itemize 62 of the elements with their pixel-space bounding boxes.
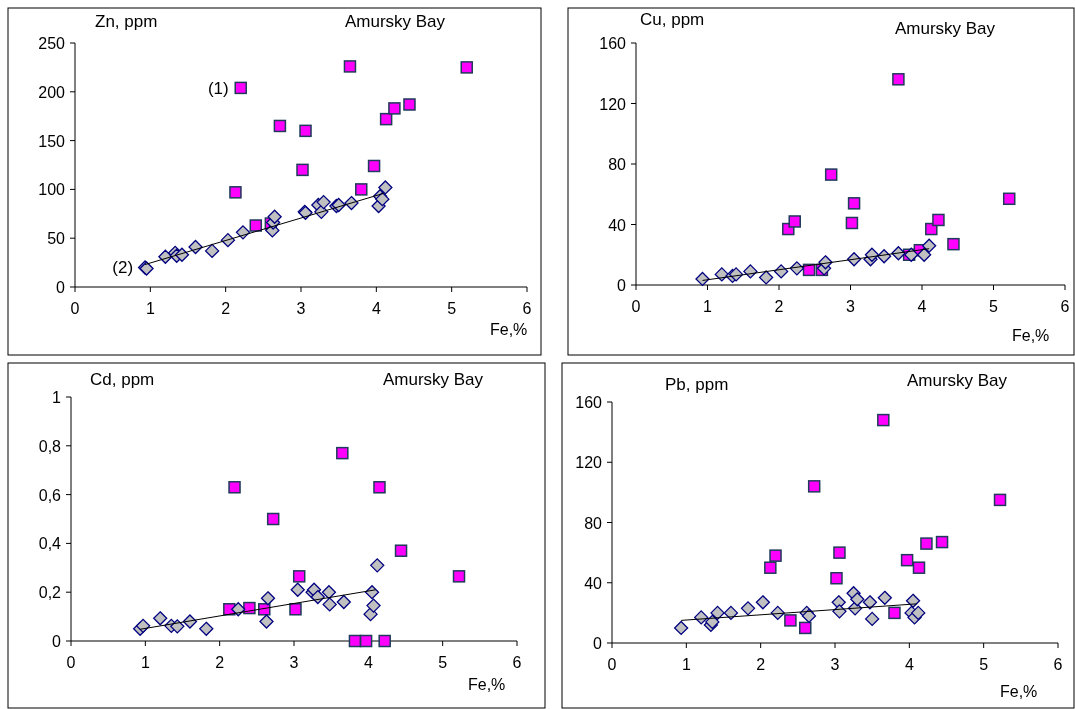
y-tick-label: 150 [38, 132, 66, 150]
x-tick-label: 4 [904, 656, 914, 673]
y-axis-title: Zn, ppm [95, 12, 158, 31]
x-tick-label: 5 [438, 654, 448, 671]
y-tick-label: 80 [584, 514, 603, 532]
x-tick-label: 3 [830, 656, 840, 673]
x-tick-label: 4 [363, 654, 373, 671]
y-tick-label: 0,6 [38, 486, 62, 504]
x-tick-label: 6 [1060, 298, 1070, 315]
x-tick-label: 2 [221, 300, 231, 317]
y-tick-label: 50 [47, 230, 66, 248]
y-tick-label: 250 [38, 35, 66, 52]
y-tick-label: 160 [599, 35, 627, 52]
x-tick-label: 5 [979, 656, 989, 673]
x-tick-label: 1 [703, 298, 713, 315]
y-axis-title: Cd, ppm [90, 370, 155, 389]
y-tick-label: 160 [575, 394, 603, 411]
y-tick-label: 0,2 [38, 584, 62, 602]
annotation: (2) [112, 258, 134, 278]
x-axis-title: Fe,% [468, 676, 506, 693]
x-tick-label: 0 [70, 300, 80, 317]
x-tick-label: 3 [289, 654, 299, 671]
x-tick-label: 0 [631, 298, 641, 315]
x-tick-label: 6 [1053, 656, 1063, 673]
chart-title: Amursky Bay [894, 19, 996, 38]
x-tick-label: 5 [447, 300, 457, 317]
y-axis-title: Pb, ppm [665, 375, 729, 394]
y-tick-label: 0,8 [38, 437, 62, 455]
x-tick-label: 2 [756, 656, 766, 673]
annotation: (1) [207, 78, 229, 98]
x-tick-label: 6 [512, 654, 522, 671]
y-tick-label: 1 [52, 389, 62, 406]
y-tick-label: 200 [38, 83, 66, 101]
chart-title: Amursky Bay [382, 370, 484, 389]
y-axis-title: Cu, ppm [640, 10, 705, 29]
y-tick-label: 0,4 [38, 535, 62, 553]
x-tick-label: 2 [215, 654, 225, 671]
y-tick-label: 120 [575, 454, 603, 472]
y-tick-label: 0 [617, 277, 627, 294]
x-axis-title: Fe,% [1000, 683, 1038, 700]
x-axis-title: Fe,% [490, 321, 528, 338]
x-tick-label: 1 [145, 300, 155, 317]
x-tick-label: 1 [140, 654, 150, 671]
x-tick-label: 3 [846, 298, 856, 315]
y-tick-label: 80 [608, 156, 627, 173]
x-tick-label: 2 [774, 298, 784, 315]
x-tick-label: 5 [989, 298, 999, 315]
x-tick-label: 6 [522, 300, 532, 317]
chart-title: Amursky Bay [906, 371, 1008, 390]
y-tick-label: 40 [584, 574, 603, 592]
y-tick-label: 100 [38, 181, 66, 199]
y-tick-label: 0 [56, 279, 66, 296]
y-tick-label: 120 [599, 95, 627, 113]
x-axis-title: Fe,% [1012, 327, 1050, 344]
chart-title: Amursky Bay [344, 12, 446, 31]
y-tick-label: 0 [52, 633, 62, 650]
x-tick-label: 3 [296, 300, 306, 317]
x-tick-label: 4 [917, 298, 927, 315]
x-tick-label: 4 [371, 300, 381, 317]
y-tick-label: 40 [608, 216, 627, 234]
x-tick-label: 1 [681, 656, 691, 673]
y-tick-label: 0 [593, 635, 603, 652]
